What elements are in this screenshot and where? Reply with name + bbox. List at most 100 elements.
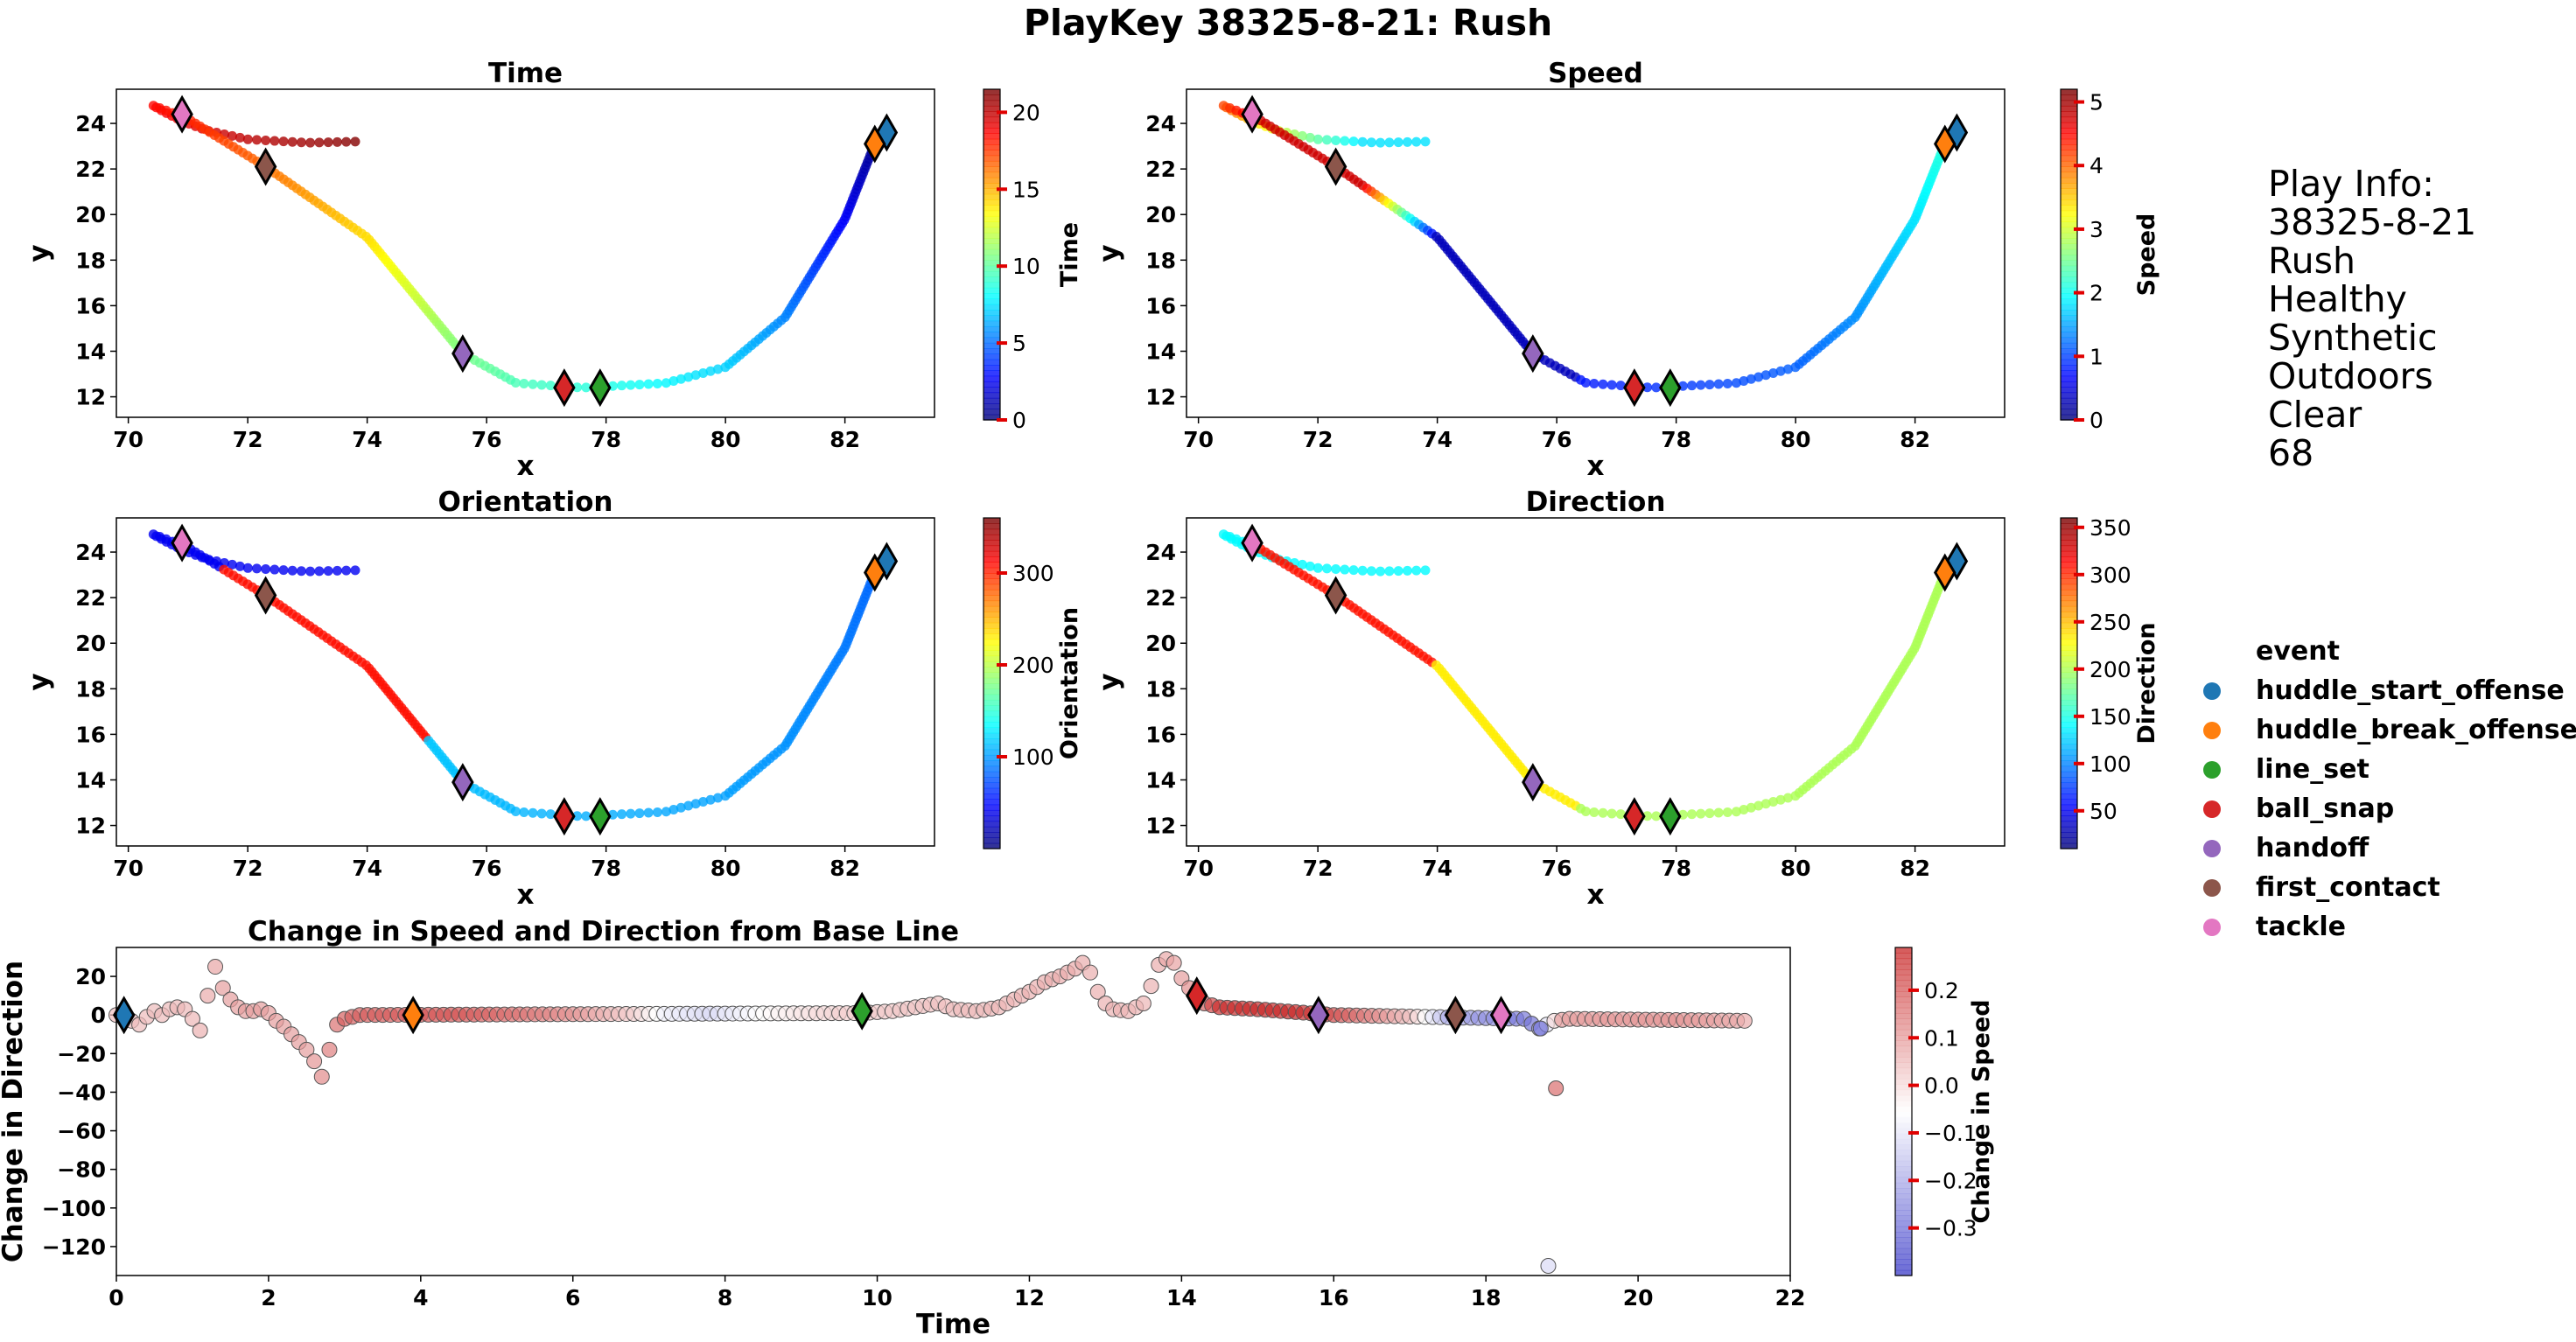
trajectory-point bbox=[270, 564, 280, 575]
colorbar-tick-label: 100 bbox=[1012, 744, 1054, 770]
colorbar-segment bbox=[984, 722, 1000, 728]
colorbar-segment bbox=[1895, 1101, 1912, 1107]
trajectory-point bbox=[536, 808, 547, 819]
colorbar-tick-label: 5 bbox=[1012, 331, 1026, 356]
x-tick-label: 78 bbox=[591, 427, 621, 452]
colorbar-segment bbox=[1895, 1133, 1912, 1140]
trajectory-point bbox=[676, 802, 686, 813]
x-tick-label: 76 bbox=[1542, 427, 1572, 452]
trajectory-point bbox=[519, 807, 529, 818]
x-tick-label: 80 bbox=[1781, 856, 1811, 881]
colorbar-segment bbox=[2061, 771, 2077, 778]
event-marker bbox=[402, 996, 424, 1035]
play-info-line: Play Info: bbox=[2268, 163, 2434, 205]
change-point bbox=[298, 1041, 315, 1058]
colorbar-segment bbox=[1895, 1024, 1912, 1031]
colorbar-segment bbox=[984, 677, 1000, 684]
trajectory-point bbox=[278, 565, 289, 576]
colorbar-segment bbox=[2061, 837, 2077, 844]
colorbar-segment bbox=[984, 600, 1000, 607]
colorbar-segment bbox=[984, 304, 1000, 311]
event-marker bbox=[589, 368, 612, 408]
y-tick-label: 16 bbox=[1145, 293, 1176, 318]
trajectory-point bbox=[1782, 364, 1793, 374]
figure-title: PlayKey 38325-8-21: Rush bbox=[1024, 2, 1552, 44]
colorbar-segment bbox=[2061, 809, 2077, 816]
x-tick-label: 82 bbox=[830, 427, 860, 452]
x-tick-label: 82 bbox=[830, 856, 860, 881]
colorbar-segment bbox=[984, 771, 1000, 778]
x-tick-label: 12 bbox=[1014, 1285, 1045, 1311]
panel-title: Orientation bbox=[438, 486, 613, 518]
colorbar-segment bbox=[2061, 320, 2077, 327]
trajectory-point bbox=[296, 566, 306, 577]
colorbar-tick-label: 100 bbox=[2090, 751, 2132, 777]
colorbar-segment bbox=[984, 403, 1000, 409]
trajectory-point bbox=[545, 381, 556, 391]
colorbar-tick-label: 4 bbox=[2090, 153, 2104, 178]
trajectory-point bbox=[528, 379, 538, 389]
colorbar-label: Orientation bbox=[1056, 607, 1083, 759]
x-tick-label: 16 bbox=[1319, 1285, 1349, 1311]
colorbar-segment bbox=[1895, 1242, 1912, 1249]
trajectory-point bbox=[1696, 380, 1706, 390]
colorbar-segment bbox=[2061, 523, 2077, 530]
colorbar-segment bbox=[984, 578, 1000, 585]
legend-item: tackle bbox=[2193, 907, 2576, 947]
colorbar-segment bbox=[984, 749, 1000, 756]
y-tick-label: −100 bbox=[42, 1196, 106, 1221]
colorbar-segment bbox=[2061, 403, 2077, 409]
colorbar-segment bbox=[984, 397, 1000, 404]
trajectory-point bbox=[1348, 565, 1359, 576]
colorbar-segment bbox=[2061, 359, 2077, 366]
colorbar-label: Speed bbox=[2133, 213, 2160, 297]
colorbar-segment bbox=[984, 238, 1000, 244]
legend-marker bbox=[2203, 800, 2221, 818]
panel-title: Time bbox=[488, 58, 563, 89]
colorbar-segment bbox=[984, 270, 1000, 277]
trajectory-point bbox=[1768, 797, 1779, 807]
colorbar-segment bbox=[984, 210, 1000, 217]
colorbar-segment bbox=[1895, 1193, 1912, 1200]
colorbar-segment bbox=[1895, 1226, 1912, 1233]
colorbar-segment bbox=[2061, 221, 2077, 228]
trajectory-point bbox=[296, 137, 306, 148]
colorbar-segment bbox=[2061, 688, 2077, 695]
colorbar-segment bbox=[984, 760, 1000, 767]
event-marker bbox=[1623, 797, 1646, 836]
colorbar-segment bbox=[1895, 996, 1912, 1003]
colorbar-segment bbox=[2061, 832, 2077, 838]
trajectory-point bbox=[698, 797, 709, 807]
trajectory-point bbox=[1687, 809, 1698, 820]
x-tick-label: 8 bbox=[718, 1285, 732, 1311]
colorbar-segment bbox=[2061, 534, 2077, 541]
trajectory-point bbox=[617, 381, 627, 391]
colorbar-segment bbox=[984, 832, 1000, 838]
colorbar-segment bbox=[2061, 227, 2077, 234]
trajectory-panel: Time 70 72 74 76 78 80 82 12 14 16 18 20 22 24 x y 0 5 10 15… bbox=[24, 58, 1083, 482]
trajectory-point bbox=[1746, 374, 1756, 384]
colorbar-segment bbox=[2061, 287, 2077, 294]
trajectory-point bbox=[287, 136, 298, 147]
colorbar-segment bbox=[2061, 793, 2077, 800]
y-tick-label: 18 bbox=[1145, 676, 1176, 702]
colorbar-segment bbox=[984, 332, 1000, 339]
trajectory-point bbox=[705, 366, 716, 376]
trajectory-point bbox=[1775, 794, 1786, 805]
colorbar-segment bbox=[984, 160, 1000, 167]
colorbar-segment bbox=[2061, 105, 2077, 112]
y-tick-label: 24 bbox=[1145, 111, 1176, 136]
colorbar-segment bbox=[2061, 633, 2077, 640]
colorbar-segment bbox=[1895, 1177, 1912, 1184]
colorbar-segment bbox=[1895, 1062, 1912, 1069]
event-marker bbox=[850, 991, 873, 1031]
y-tick-label: 14 bbox=[1145, 339, 1176, 364]
trajectory-point bbox=[617, 809, 627, 820]
colorbar-segment bbox=[984, 265, 1000, 272]
legend-marker bbox=[2203, 721, 2221, 739]
y-tick-label: 20 bbox=[1145, 202, 1176, 227]
colorbar-segment bbox=[2061, 342, 2077, 349]
colorbar-segment bbox=[984, 633, 1000, 640]
trajectory-point bbox=[1331, 563, 1341, 574]
event-marker bbox=[1241, 523, 1264, 563]
